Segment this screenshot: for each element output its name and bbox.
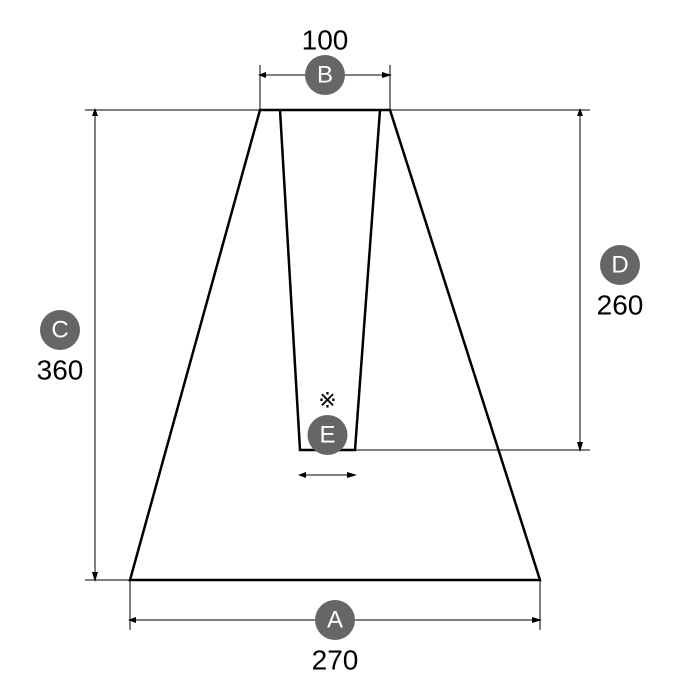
dim-value-c: 360 bbox=[37, 355, 84, 386]
dim-value-b: 100 bbox=[302, 25, 349, 56]
outer-trapezoid bbox=[130, 110, 540, 580]
badge-e-label: E bbox=[319, 422, 335, 449]
badge-c-label: C bbox=[51, 317, 68, 344]
dim-note-e: ※ bbox=[318, 388, 336, 413]
badge-b-label: B bbox=[317, 62, 333, 89]
dimension-diagram: 100 B A 270 C 360 D 260 ※ E bbox=[0, 0, 700, 700]
badge-d-label: D bbox=[611, 252, 628, 279]
badge-a-label: A bbox=[327, 607, 343, 634]
dim-value-d: 260 bbox=[597, 290, 644, 321]
dim-value-a: 270 bbox=[312, 645, 359, 676]
